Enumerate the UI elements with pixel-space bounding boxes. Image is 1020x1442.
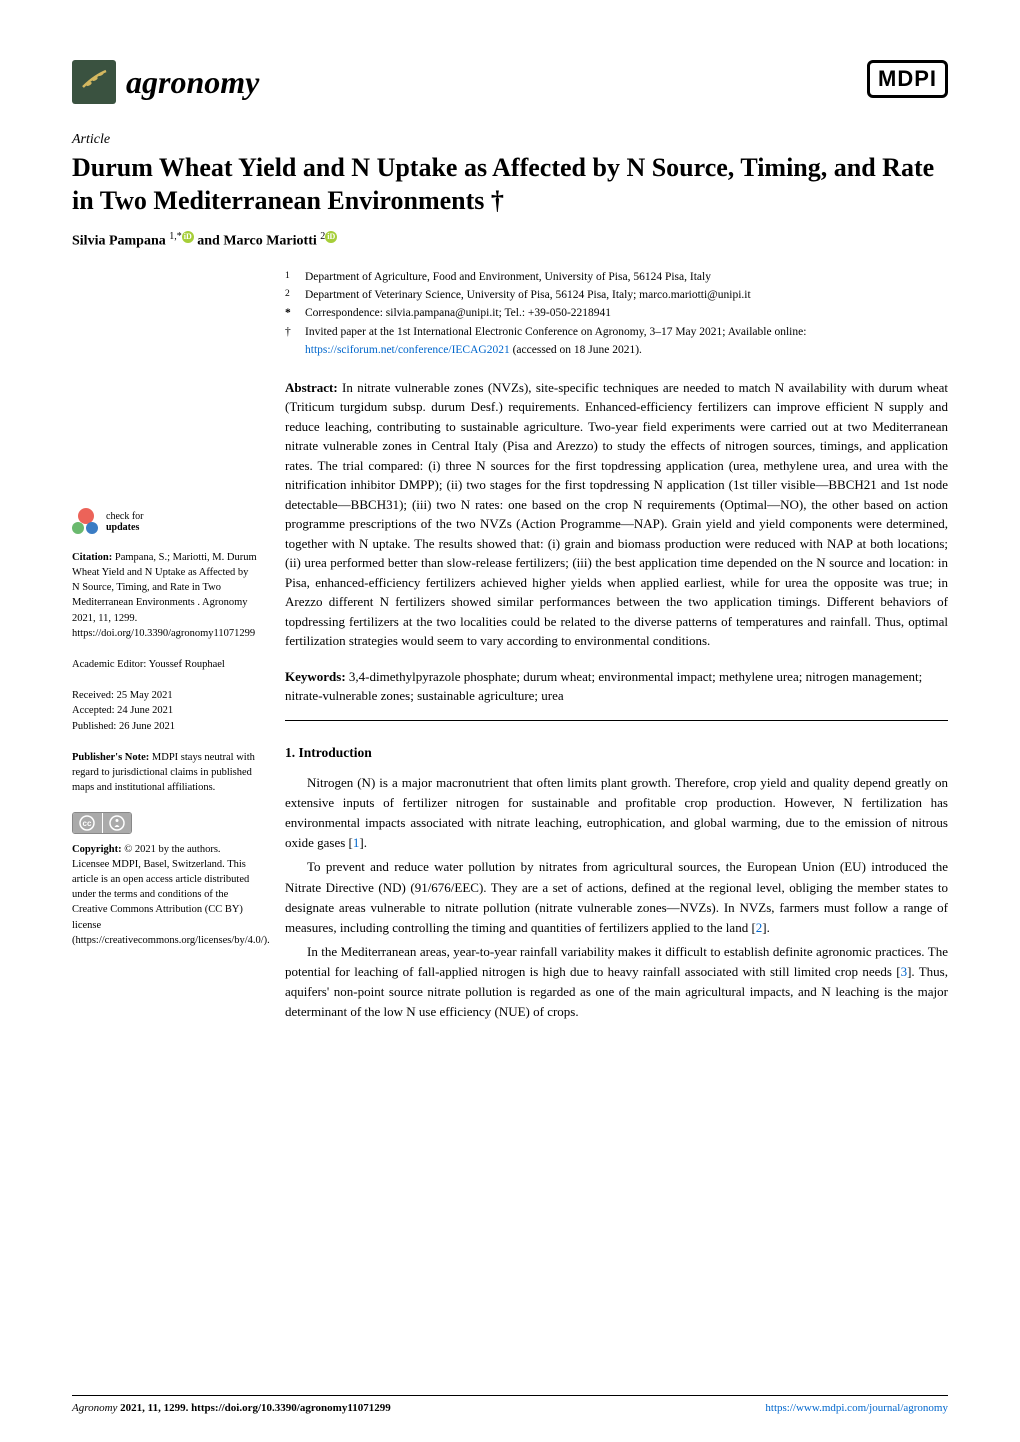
p1-end: ]. xyxy=(359,835,367,850)
copyright-block: Copyright: © 2021 by the authors. Licens… xyxy=(72,842,257,949)
affil-2-text: Department of Veterinary Science, Univer… xyxy=(305,286,751,304)
citation-block: Citation: Pampana, S.; Mariotti, M. Duru… xyxy=(72,550,257,641)
author-1-name: Silvia Pampana xyxy=(72,234,169,249)
corr-marker: * xyxy=(285,304,297,322)
footer-left: Agronomy 2021, 11, 1299. https://doi.org… xyxy=(72,1402,391,1414)
copyright-label: Copyright: xyxy=(72,844,122,855)
intro-para-1: Nitrogen (N) is a major macronutrient th… xyxy=(285,773,948,854)
journal-name: agronomy xyxy=(126,64,259,101)
cc-right xyxy=(102,813,132,833)
received-date: Received: 25 May 2021 xyxy=(72,688,257,703)
keywords: Keywords: 3,4-dimethylpyrazole phosphate… xyxy=(285,667,948,706)
accepted-date: Accepted: 24 June 2021 xyxy=(72,703,257,718)
page-footer: Agronomy 2021, 11, 1299. https://doi.org… xyxy=(72,1395,948,1414)
check-updates-text: check for updates xyxy=(106,511,143,533)
citation-text: Pampana, S.; Mariotti, M. Durum Wheat Yi… xyxy=(72,552,257,639)
keywords-text: 3,4-dimethylpyrazole phosphate; durum wh… xyxy=(285,669,922,704)
orcid-icon: iD xyxy=(182,231,194,243)
keywords-label: Keywords: xyxy=(285,669,346,684)
authors-line: Silvia Pampana 1,*iD and Marco Mariotti … xyxy=(72,231,948,250)
header-row: agronomy MDPI xyxy=(72,60,948,104)
editor-block: Academic Editor: Youssef Rouphael xyxy=(72,657,257,672)
conference-link[interactable]: https://sciforum.net/conference/IECAG202… xyxy=(305,344,510,356)
p2-text: To prevent and reduce water pollution by… xyxy=(285,859,948,934)
dagger-suffix: (accessed on 18 June 2021). xyxy=(510,344,642,356)
authors-and: and Marco Mariotti xyxy=(194,234,321,249)
publishers-note-block: Publisher's Note: MDPI stays neutral wit… xyxy=(72,750,257,796)
check-line1: check for xyxy=(106,511,143,522)
dagger-text: Invited paper at the 1st International E… xyxy=(305,323,948,360)
abstract: Abstract: In nitrate vulnerable zones (N… xyxy=(285,378,948,651)
corr-text: Correspondence: silvia.pampana@unipi.it;… xyxy=(305,304,611,322)
check-updates-icon xyxy=(72,508,100,536)
abstract-text: In nitrate vulnerable zones (NVZs), site… xyxy=(285,380,948,649)
copyright-text: © 2021 by the authors. Licensee MDPI, Ba… xyxy=(72,844,270,946)
orcid-icon: iD xyxy=(325,231,337,243)
affil-2-marker: 2 xyxy=(285,286,297,304)
journal-brand: agronomy xyxy=(72,60,259,104)
p1-text: Nitrogen (N) is a major macronutrient th… xyxy=(285,775,948,850)
cc-license-badge[interactable]: cc xyxy=(72,812,132,834)
affil-1-marker: 1 xyxy=(285,268,297,286)
abstract-label: Abstract: xyxy=(285,380,338,395)
intro-para-3: In the Mediterranean areas, year-to-year… xyxy=(285,942,948,1023)
article-title: Durum Wheat Yield and N Uptake as Affect… xyxy=(72,152,948,217)
mdpi-logo: MDPI xyxy=(867,60,948,98)
check-line2: updates xyxy=(106,522,139,533)
sidebar: check for updates Citation: Pampana, S.;… xyxy=(72,268,257,1027)
article-type-label: Article xyxy=(72,132,948,148)
p3-text: In the Mediterranean areas, year-to-year… xyxy=(285,944,948,979)
affil-1-text: Department of Agriculture, Food and Envi… xyxy=(305,268,711,286)
citation-label: Citation: xyxy=(72,552,112,563)
footer-rest: 2021, 11, 1299. https://doi.org/10.3390/… xyxy=(117,1402,390,1414)
pubnote-label: Publisher's Note: xyxy=(72,752,149,763)
cc-left: cc xyxy=(73,813,102,833)
footer-journal: Agronomy xyxy=(72,1402,117,1414)
dagger-prefix: Invited paper at the 1st International E… xyxy=(305,326,806,338)
dagger-marker: † xyxy=(285,323,297,360)
journal-url[interactable]: https://www.mdpi.com/journal/agronomy xyxy=(765,1402,948,1414)
section-1-heading: 1. Introduction xyxy=(285,743,948,763)
divider xyxy=(285,720,948,721)
dates-block: Received: 25 May 2021 Accepted: 24 June … xyxy=(72,688,257,734)
p2-end: ]. xyxy=(762,920,770,935)
editor-name: Youssef Rouphael xyxy=(146,659,224,670)
author-1-affil: 1, xyxy=(169,231,177,242)
check-for-updates[interactable]: check for updates xyxy=(72,508,257,536)
main-column: 1 Department of Agriculture, Food and Env… xyxy=(285,268,948,1027)
intro-para-2: To prevent and reduce water pollution by… xyxy=(285,857,948,938)
svg-text:cc: cc xyxy=(83,819,92,828)
footer-right: https://www.mdpi.com/journal/agronomy xyxy=(765,1402,948,1414)
journal-icon xyxy=(72,60,116,104)
editor-label: Academic Editor: xyxy=(72,659,146,670)
published-date: Published: 26 June 2021 xyxy=(72,719,257,734)
affiliations: 1 Department of Agriculture, Food and Env… xyxy=(285,268,948,360)
